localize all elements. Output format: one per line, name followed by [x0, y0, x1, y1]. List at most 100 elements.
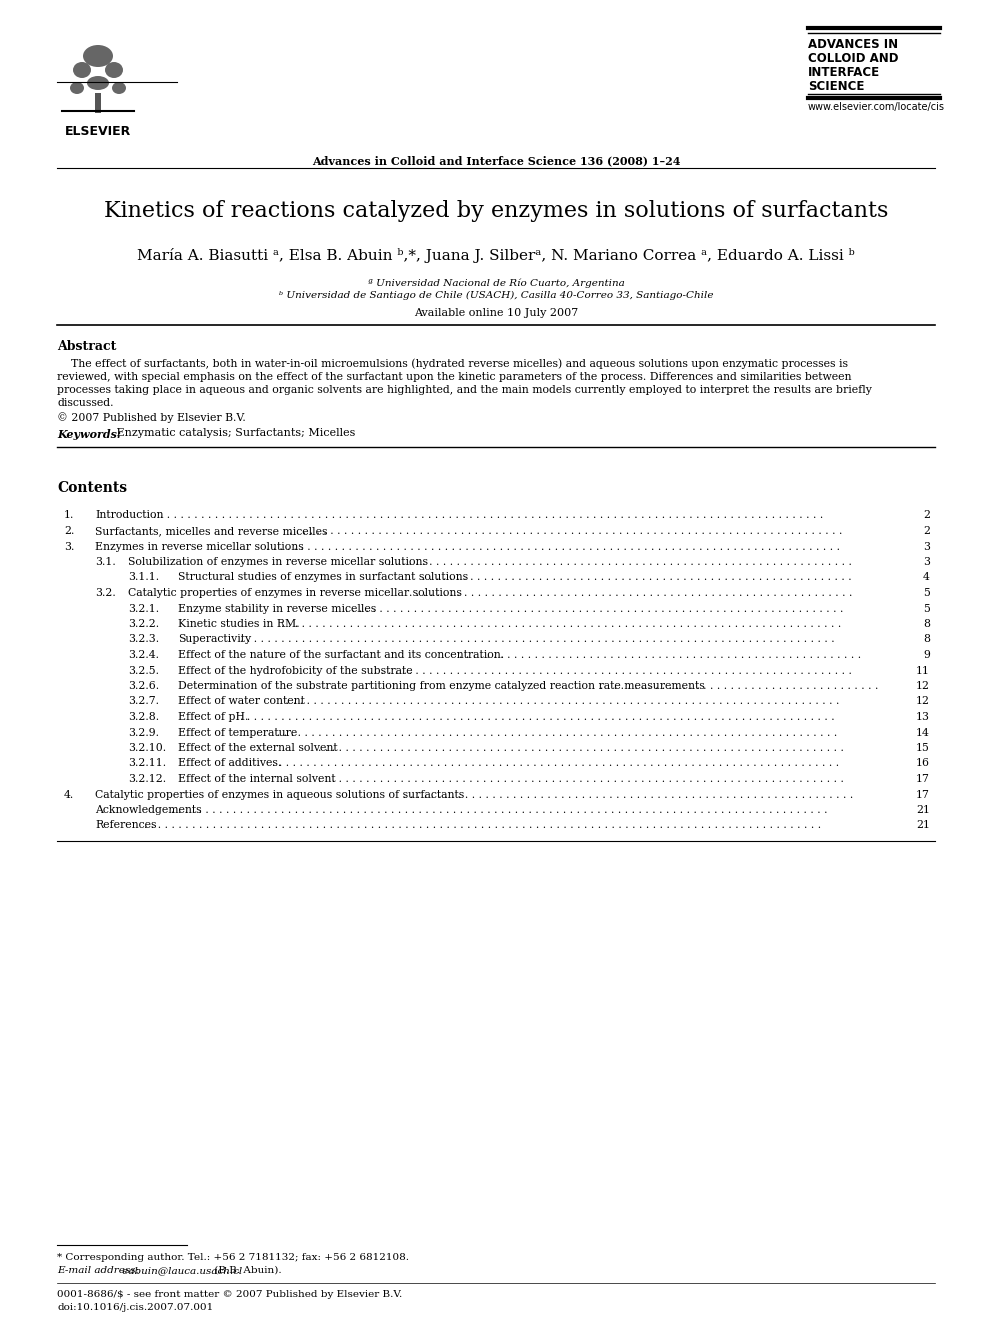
Ellipse shape: [70, 82, 84, 94]
Text: ADVANCES IN: ADVANCES IN: [808, 38, 898, 52]
Text: . . . . . . . . . . . . . . . . . . . . . . . . . . . . . . . . . . . . . . . . : . . . . . . . . . . . . . . . . . . . . …: [423, 573, 855, 582]
Text: 12: 12: [916, 696, 930, 706]
Text: 15: 15: [917, 744, 930, 753]
Text: . . . . . . . . . . . . . . . . . . . . . . . . . . . . . . . . . . . . . . . . : . . . . . . . . . . . . . . . . . . . . …: [144, 820, 824, 831]
Text: . . . . . . . . . . . . . . . . . . . . . . . . . . . . . . . . . . . . . . . . : . . . . . . . . . . . . . . . . . . . . …: [599, 681, 878, 691]
Text: Catalytic properties of enzymes in reverse micellar solutions: Catalytic properties of enzymes in rever…: [128, 587, 462, 598]
Text: The effect of surfactants, both in water-in-oil microemulsions (hydrated reverse: The effect of surfactants, both in water…: [57, 359, 848, 369]
Text: eabuin@lauca.usach.cl: eabuin@lauca.usach.cl: [119, 1266, 242, 1275]
Text: 16: 16: [916, 758, 930, 769]
Text: 2: 2: [923, 527, 930, 536]
Text: 11: 11: [916, 665, 930, 676]
Ellipse shape: [83, 45, 113, 67]
Text: 0001-8686/$ - see front matter © 2007 Published by Elsevier B.V.: 0001-8686/$ - see front matter © 2007 Pu…: [57, 1290, 402, 1299]
Text: Enzymatic catalysis; Surfactants; Micelles: Enzymatic catalysis; Surfactants; Micell…: [113, 429, 355, 438]
Text: . . . . . . . . . . . . . . . . . . . . . . . . . . . . . . . . . . . . . . . . : . . . . . . . . . . . . . . . . . . . . …: [153, 511, 826, 520]
Text: . . . . . . . . . . . . . . . . . . . . . . . . . . . . . . . . . . . . . . . . : . . . . . . . . . . . . . . . . . . . . …: [409, 587, 855, 598]
Text: discussed.: discussed.: [57, 398, 113, 409]
Text: SCIENCE: SCIENCE: [808, 79, 864, 93]
Text: 5: 5: [924, 587, 930, 598]
Text: 3: 3: [923, 557, 930, 568]
Text: References: References: [95, 820, 157, 831]
Text: 12: 12: [916, 681, 930, 691]
Text: (B.B. Abuin).: (B.B. Abuin).: [211, 1266, 282, 1275]
FancyBboxPatch shape: [95, 93, 101, 112]
Text: Effect of pH.: Effect of pH.: [178, 712, 248, 722]
Text: ᵇ Universidad de Santiago de Chile (USACH), Casilla 40-Correo 33, Santiago-Chile: ᵇ Universidad de Santiago de Chile (USAC…: [279, 291, 713, 300]
Text: 3.2.11.: 3.2.11.: [128, 758, 166, 769]
Text: Effect of the hydrofobicity of the substrate: Effect of the hydrofobicity of the subst…: [178, 665, 413, 676]
Ellipse shape: [112, 82, 126, 94]
Text: 1.: 1.: [64, 511, 74, 520]
Text: Introduction: Introduction: [95, 511, 164, 520]
Text: 4.: 4.: [64, 790, 74, 799]
Text: Kinetic studies in RM.: Kinetic studies in RM.: [178, 619, 300, 628]
Text: 3.2.7.: 3.2.7.: [128, 696, 159, 706]
Text: Available online 10 July 2007: Available online 10 July 2007: [414, 308, 578, 318]
Text: 2.: 2.: [64, 527, 74, 536]
Text: 5: 5: [924, 603, 930, 614]
Text: María A. Biasutti ᵃ, Elsa B. Abuin ᵇ,*, Juana J. Silberᵃ, N. Mariano Correa ᵃ, E: María A. Biasutti ᵃ, Elsa B. Abuin ᵇ,*, …: [137, 247, 855, 263]
Text: 2: 2: [923, 511, 930, 520]
Text: doi:10.1016/j.cis.2007.07.001: doi:10.1016/j.cis.2007.07.001: [57, 1303, 213, 1312]
Text: . . . . . . . . . . . . . . . . . . . . . . . . . . . . . . . . . . . . . . . . : . . . . . . . . . . . . . . . . . . . . …: [317, 744, 843, 753]
Text: Effect of additives.: Effect of additives.: [178, 758, 282, 769]
Text: 8: 8: [923, 619, 930, 628]
Ellipse shape: [105, 62, 123, 78]
Text: ª Universidad Nacional de Río Cuarto, Argentina: ª Universidad Nacional de Río Cuarto, Ar…: [368, 278, 624, 287]
Text: Enzyme stability in reverse micelles: Enzyme stability in reverse micelles: [178, 603, 376, 614]
Text: . . . . . . . . . . . . . . . . . . . . . . . . . . . . . . . . . . . . . . . . : . . . . . . . . . . . . . . . . . . . . …: [272, 758, 839, 769]
Text: 3.2.8.: 3.2.8.: [128, 712, 159, 722]
Text: Enzymes in reverse micellar solutions: Enzymes in reverse micellar solutions: [95, 541, 304, 552]
Text: . . . . . . . . . . . . . . . . . . . . . . . . . . . . . . . . . . . . . . . . : . . . . . . . . . . . . . . . . . . . . …: [281, 619, 841, 628]
Text: 17: 17: [917, 790, 930, 799]
Text: . . . . . . . . . . . . . . . . . . . . . . . . . . . . . . . . . . . . . . . . : . . . . . . . . . . . . . . . . . . . . …: [317, 774, 843, 785]
Text: Effect of water content: Effect of water content: [178, 696, 305, 706]
Text: 21: 21: [916, 820, 930, 831]
Text: 3.2.4.: 3.2.4.: [128, 650, 159, 660]
Text: Superactivity: Superactivity: [178, 635, 251, 644]
Ellipse shape: [87, 75, 109, 90]
Text: Acknowledgements: Acknowledgements: [95, 804, 201, 815]
Text: Keywords:: Keywords:: [57, 429, 121, 439]
Text: Advances in Colloid and Interface Science 136 (2008) 1–24: Advances in Colloid and Interface Scienc…: [311, 155, 681, 165]
Text: Effect of the internal solvent: Effect of the internal solvent: [178, 774, 335, 785]
Text: Solubilization of enzymes in reverse micellar solutions: Solubilization of enzymes in reverse mic…: [128, 557, 428, 568]
Text: 21: 21: [916, 804, 930, 815]
Text: 9: 9: [924, 650, 930, 660]
Text: INTERFACE: INTERFACE: [808, 66, 880, 79]
Text: 14: 14: [917, 728, 930, 737]
Text: Effect of the nature of the surfactant and its concentration.: Effect of the nature of the surfactant a…: [178, 650, 504, 660]
Text: . . . . . . . . . . . . . . . . . . . . . . . . . . . . . . . . . . . . . . . . : . . . . . . . . . . . . . . . . . . . . …: [266, 541, 840, 552]
Text: * Corresponding author. Tel.: +56 2 7181132; fax: +56 2 6812108.: * Corresponding author. Tel.: +56 2 7181…: [57, 1253, 409, 1262]
Text: Structural studies of enzymes in surfactant solutions: Structural studies of enzymes in surfact…: [178, 573, 468, 582]
Text: . . . . . . . . . . . . . . . . . . . . . . . . . . . . . . . . . . . . . . . . : . . . . . . . . . . . . . . . . . . . . …: [345, 603, 847, 614]
Text: E-mail address:: E-mail address:: [57, 1266, 139, 1275]
Text: 3.2.5.: 3.2.5.: [128, 665, 159, 676]
Text: . . . . . . . . . . . . . . . . . . . . . . . . . . . . . . . . . . . . . . . . : . . . . . . . . . . . . . . . . . . . . …: [277, 728, 840, 737]
Text: . . . . . . . . . . . . . . . . . . . . . . . . . . . . . . . . . . . . . . . . : . . . . . . . . . . . . . . . . . . . . …: [381, 665, 852, 676]
Text: . . . . . . . . . . . . . . . . . . . . . . . . . . . . . . . . . . . . . . . . : . . . . . . . . . . . . . . . . . . . . …: [240, 712, 835, 722]
Bar: [57, 28, 139, 123]
Text: 4: 4: [924, 573, 930, 582]
Text: 8: 8: [923, 635, 930, 644]
Text: processes taking place in aqueous and organic solvents are highlighted, and the : processes taking place in aqueous and or…: [57, 385, 872, 396]
Text: Catalytic properties of enzymes in aqueous solutions of surfactants: Catalytic properties of enzymes in aqueo…: [95, 790, 464, 799]
Text: 3.2.6.: 3.2.6.: [128, 681, 159, 691]
Text: ELSEVIER: ELSEVIER: [64, 124, 131, 138]
Text: . . . . . . . . . . . . . . . . . . . . . . . . . . . . . . . . . . . . . . . . : . . . . . . . . . . . . . . . . . . . . …: [403, 790, 853, 799]
Text: Determination of the substrate partitioning from enzyme catalyzed reaction rate : Determination of the substrate partition…: [178, 681, 704, 691]
Text: 17: 17: [917, 774, 930, 785]
Text: 3: 3: [923, 541, 930, 552]
Text: Kinetics of reactions catalyzed by enzymes in solutions of surfactants: Kinetics of reactions catalyzed by enzym…: [104, 200, 888, 222]
Text: 3.2.: 3.2.: [95, 587, 116, 598]
Text: 13: 13: [916, 712, 930, 722]
Text: . . . . . . . . . . . . . . . . . . . . . . . . . . . . . . . . . . . . . . . . : . . . . . . . . . . . . . . . . . . . . …: [289, 527, 842, 536]
Text: 3.1.: 3.1.: [95, 557, 116, 568]
Text: 3.2.12.: 3.2.12.: [128, 774, 166, 785]
Text: Effect of temperature: Effect of temperature: [178, 728, 298, 737]
Text: . . . . . . . . . . . . . . . . . . . . . . . . . . . . . . . . . . . . . . . . : . . . . . . . . . . . . . . . . . . . . …: [171, 804, 827, 815]
Text: 3.2.1.: 3.2.1.: [128, 603, 159, 614]
Text: 3.2.10.: 3.2.10.: [128, 744, 166, 753]
Text: 3.2.9.: 3.2.9.: [128, 728, 159, 737]
